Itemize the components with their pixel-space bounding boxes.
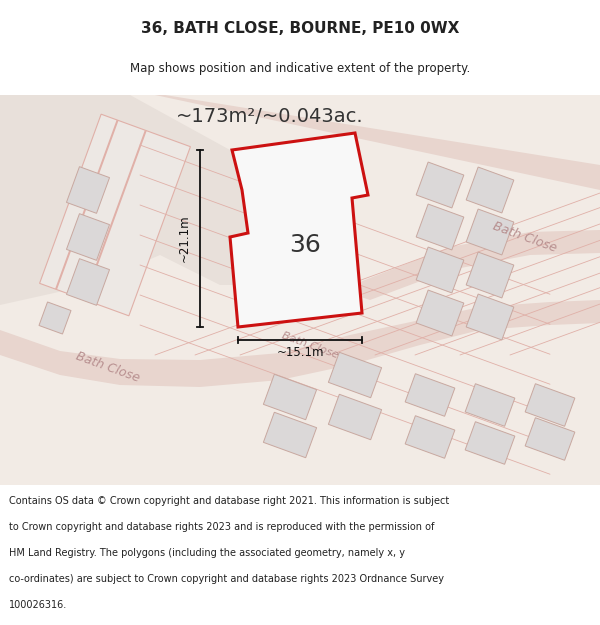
Polygon shape — [67, 259, 110, 306]
Text: HM Land Registry. The polygons (including the associated geometry, namely x, y: HM Land Registry. The polygons (includin… — [9, 548, 405, 558]
Polygon shape — [328, 394, 382, 440]
Polygon shape — [155, 95, 600, 190]
Text: ~21.1m: ~21.1m — [178, 214, 191, 262]
Text: Bath Close: Bath Close — [491, 219, 559, 254]
Polygon shape — [465, 422, 515, 464]
Text: 36, BATH CLOSE, BOURNE, PE10 0WX: 36, BATH CLOSE, BOURNE, PE10 0WX — [141, 21, 459, 36]
Text: Map shows position and indicative extent of the property.: Map shows position and indicative extent… — [130, 62, 470, 75]
Text: Bath Close: Bath Close — [74, 349, 142, 384]
Polygon shape — [466, 252, 514, 298]
Polygon shape — [67, 214, 110, 261]
Polygon shape — [340, 230, 600, 300]
Polygon shape — [263, 412, 317, 458]
Polygon shape — [328, 352, 382, 398]
Polygon shape — [416, 162, 464, 208]
Polygon shape — [0, 95, 600, 485]
Polygon shape — [0, 300, 600, 387]
Polygon shape — [230, 133, 368, 327]
Text: ~173m²/~0.043ac.: ~173m²/~0.043ac. — [176, 107, 364, 126]
Polygon shape — [465, 384, 515, 426]
Text: Contains OS data © Crown copyright and database right 2021. This information is : Contains OS data © Crown copyright and d… — [9, 496, 449, 506]
Polygon shape — [0, 95, 330, 305]
Polygon shape — [263, 374, 317, 420]
Polygon shape — [466, 167, 514, 213]
Polygon shape — [525, 384, 575, 426]
Polygon shape — [525, 418, 575, 460]
Text: ~15.1m: ~15.1m — [276, 346, 324, 359]
Polygon shape — [39, 302, 71, 334]
Polygon shape — [40, 114, 190, 316]
Polygon shape — [416, 290, 464, 336]
Polygon shape — [67, 167, 110, 213]
Polygon shape — [466, 294, 514, 340]
Polygon shape — [466, 209, 514, 255]
Text: 36: 36 — [289, 233, 321, 257]
Text: to Crown copyright and database rights 2023 and is reproduced with the permissio: to Crown copyright and database rights 2… — [9, 522, 434, 532]
Polygon shape — [55, 120, 119, 289]
Polygon shape — [405, 416, 455, 458]
Text: co-ordinates) are subject to Crown copyright and database rights 2023 Ordnance S: co-ordinates) are subject to Crown copyr… — [9, 574, 444, 584]
Polygon shape — [405, 374, 455, 416]
Text: Bath Close: Bath Close — [280, 330, 340, 360]
Polygon shape — [416, 247, 464, 293]
Text: 100026316.: 100026316. — [9, 600, 67, 610]
Polygon shape — [83, 130, 147, 300]
Polygon shape — [416, 204, 464, 250]
